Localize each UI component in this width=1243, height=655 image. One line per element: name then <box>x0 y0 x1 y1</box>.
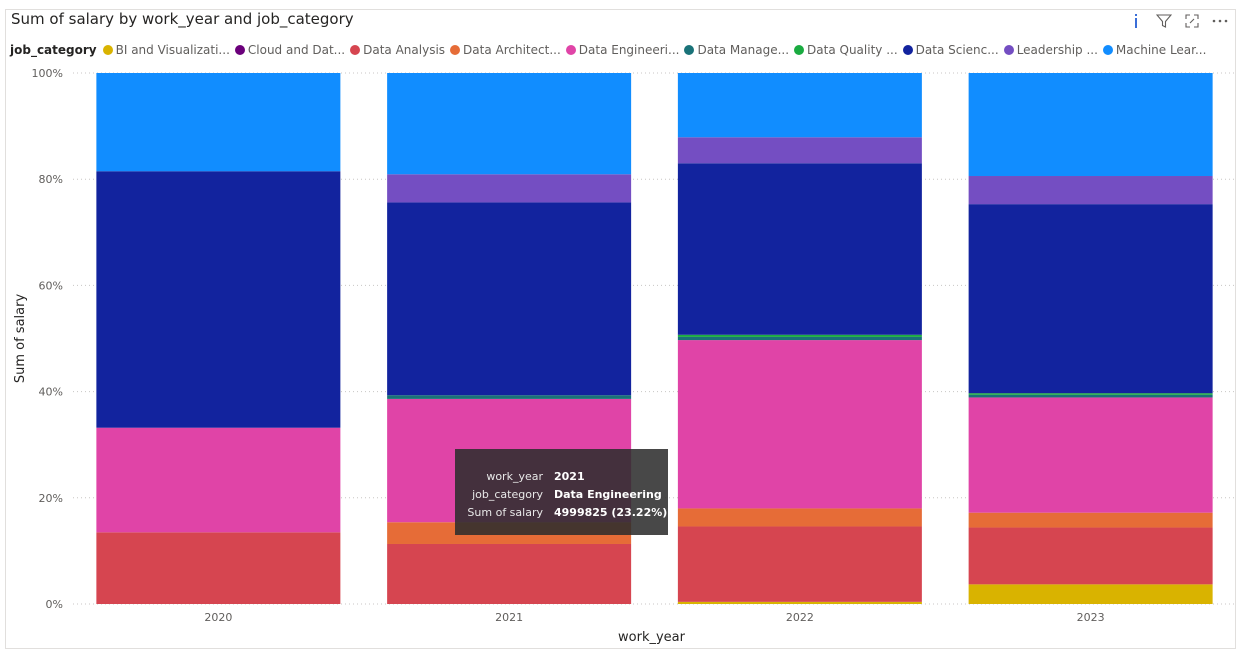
legend-item[interactable]: Machine Lear... <box>1102 43 1207 57</box>
legend-label: Leadership ... <box>1016 43 1098 57</box>
tooltip-key: Sum of salary <box>467 505 543 519</box>
legend-item[interactable]: Data Engineeri... <box>565 43 680 57</box>
legend-marker <box>1102 45 1113 55</box>
bar-segment <box>677 336 922 341</box>
legend-item[interactable]: Cloud and Dat... <box>234 43 346 57</box>
bar-segment <box>96 427 341 533</box>
tooltip: work_year 2021 job_category Data Enginee… <box>455 449 668 535</box>
bar-segment <box>968 584 1213 604</box>
x-axis-title: work_year <box>618 630 686 645</box>
bar-segment <box>677 163 922 335</box>
legend-marker <box>234 45 245 55</box>
filter-icon[interactable] <box>1155 12 1173 30</box>
legend-marker <box>794 45 805 55</box>
x-tick-label: 2022 <box>786 611 814 624</box>
bar-segment <box>968 393 1213 395</box>
legend-item[interactable]: Data Manage... <box>684 43 789 57</box>
bar-segment <box>387 73 632 175</box>
info-icon[interactable] <box>1127 12 1145 30</box>
legend-item[interactable]: Data Analysis <box>350 43 445 57</box>
bar-segment <box>677 601 922 604</box>
bar-segment <box>677 508 922 527</box>
bar-segment <box>677 137 922 164</box>
legend-label: BI and Visualizati... <box>115 43 230 57</box>
bar-segment <box>968 394 1213 398</box>
legend-item[interactable]: Leadership ... <box>1003 43 1098 57</box>
bar-segment <box>96 532 341 604</box>
bar-segment <box>96 171 341 428</box>
legend-label: Data Scienc... <box>915 43 999 57</box>
legend-item[interactable]: Data Scienc... <box>902 43 999 57</box>
bar-segment <box>387 543 632 604</box>
tooltip-value: Data Engineering <box>554 487 662 501</box>
legend-item[interactable]: Data Architect... <box>450 43 561 57</box>
legend-marker <box>902 45 913 55</box>
bar-segment <box>677 334 922 337</box>
y-tick-label: 100% <box>32 67 63 80</box>
legend-item[interactable]: Data Quality ... <box>794 43 898 57</box>
legend-marker <box>102 45 113 55</box>
legend-label: Machine Lear... <box>1115 43 1207 57</box>
legend-marker <box>565 45 576 55</box>
bar-segment <box>387 202 632 396</box>
bar-segment <box>968 204 1213 394</box>
legend-label: Cloud and Dat... <box>247 43 346 57</box>
legend-label: Data Architect... <box>463 43 561 57</box>
tooltip-row: job_category Data Engineering <box>455 485 668 503</box>
legend-marker <box>450 45 461 55</box>
legend: job_category BI and Visualizati... Cloud … <box>10 41 1211 59</box>
tooltip-key: job_category <box>472 487 543 501</box>
bar-segment <box>968 512 1213 528</box>
y-tick-label: 60% <box>39 279 63 292</box>
x-tick-label: 2020 <box>204 611 232 624</box>
legend-marker <box>684 45 695 55</box>
legend-marker <box>1003 45 1014 55</box>
y-tick-label: 0% <box>46 598 63 611</box>
visual-header <box>1127 12 1229 30</box>
bar-segment <box>96 73 341 172</box>
x-tick-label: 2023 <box>1077 611 1105 624</box>
legend-item[interactable]: BI and Visualizati... <box>102 43 230 57</box>
y-tick-label: 80% <box>39 173 63 186</box>
legend-marker <box>350 45 361 55</box>
legend-label: Data Quality ... <box>807 43 898 57</box>
bar-segment <box>968 73 1213 177</box>
bar-segment <box>677 340 922 509</box>
tooltip-value: 4999825 (23.22%) <box>554 505 668 519</box>
tooltip-key: work_year <box>486 469 543 483</box>
chart-title: Sum of salary by work_year and job_categ… <box>11 10 354 28</box>
y-axis-title: Sum of salary <box>13 294 28 384</box>
bar-segment <box>968 176 1213 205</box>
y-tick-label: 40% <box>39 386 63 399</box>
tooltip-value: 2021 <box>554 469 585 483</box>
tooltip-row: work_year 2021 <box>455 467 668 485</box>
bar-segment <box>387 174 632 203</box>
legend-title: job_category <box>10 43 97 57</box>
legend-items: BI and Visualizati... Cloud and Dat... Dat… <box>102 43 1212 57</box>
bar-segment <box>968 397 1213 513</box>
bar-segment <box>677 73 922 138</box>
x-tick-label: 2021 <box>495 611 523 624</box>
legend-label: Data Manage... <box>697 43 790 57</box>
legend-label: Data Analysis <box>363 43 446 57</box>
bar-segment <box>387 395 632 399</box>
more-options-icon[interactable] <box>1211 12 1229 30</box>
legend-label: Data Engineeri... <box>578 43 680 57</box>
tooltip-row: Sum of salary 4999825 (23.22%) <box>455 503 668 521</box>
bar-segment <box>677 526 922 602</box>
focus-mode-icon[interactable] <box>1183 12 1201 30</box>
y-tick-label: 20% <box>39 492 63 505</box>
bar-segment <box>968 527 1213 585</box>
